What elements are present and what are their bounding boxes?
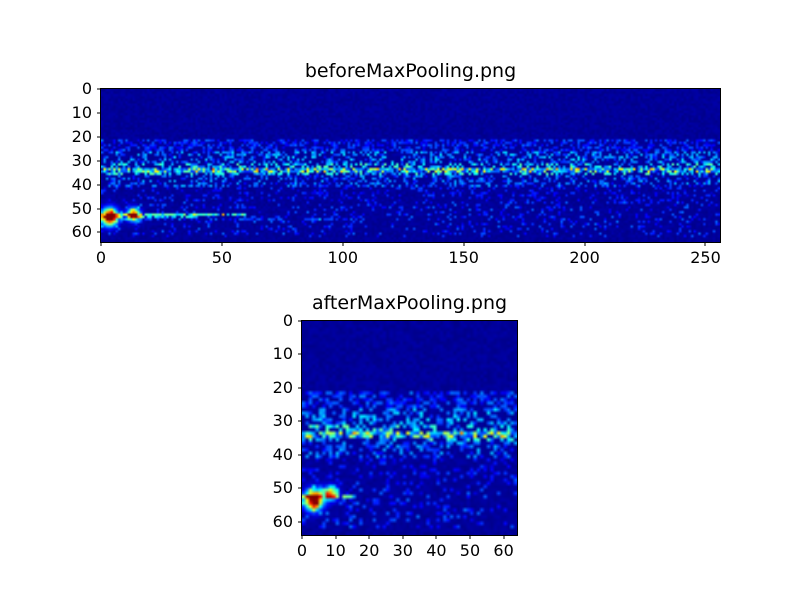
x-tick-label: 250	[690, 248, 721, 267]
plot-before-max-pooling: beforeMaxPooling.png 0 50 100 150 200 250 0 10 2…	[72, 60, 721, 266]
x-tick-label: 30	[392, 541, 413, 560]
x-tick-label: 0	[296, 541, 308, 560]
x-tick-label: 60	[493, 541, 514, 560]
x-tick-label: 10	[325, 541, 346, 560]
y-tick-label: 50	[272, 478, 293, 498]
heatmap-image-before-max-pooling	[101, 89, 720, 242]
y-tick-label: 40	[272, 444, 293, 464]
x-tick-label: 100	[327, 248, 359, 267]
y-tick-mark	[298, 353, 302, 355]
heatmap-image-after-max-pooling	[302, 321, 517, 535]
x-tick-mark	[503, 535, 505, 539]
y-tick-mark	[298, 420, 302, 422]
x-tick-mark	[463, 242, 465, 246]
y-tick-mark	[97, 184, 101, 186]
plot-after-max-pooling: afterMaxPooling.png 0 10 20 30 40 50 60 0 10 20 30…	[273, 292, 518, 559]
y-tick-label: 0	[282, 311, 293, 330]
x-tick-mark	[584, 242, 586, 246]
x-tick-label: 200	[569, 248, 600, 267]
y-tick-label: 40	[71, 174, 92, 194]
plot-title-before-max-pooling: beforeMaxPooling.png	[304, 60, 517, 82]
x-tick-label: 0	[95, 248, 107, 267]
x-tick-label: 150	[448, 248, 479, 267]
y-tick-mark	[97, 136, 101, 138]
x-tick-mark	[100, 242, 102, 246]
y-tick-label: 10	[272, 344, 293, 364]
x-tick-mark	[342, 242, 344, 246]
x-tick-mark	[402, 535, 404, 539]
y-tick-mark	[97, 160, 101, 162]
y-tick-mark	[97, 231, 101, 233]
y-tick-mark	[97, 88, 101, 90]
y-tick-mark	[298, 387, 302, 389]
y-tick-label: 20	[272, 377, 293, 397]
x-tick-label: 50	[459, 541, 481, 560]
y-tick-label: 60	[71, 222, 92, 242]
y-tick-label: 10	[71, 102, 92, 122]
y-tick-mark	[97, 208, 101, 210]
y-tick-mark	[97, 112, 101, 114]
y-tick-mark	[298, 487, 302, 489]
plot-title-after-max-pooling: afterMaxPooling.png	[311, 292, 508, 314]
x-tick-mark	[435, 535, 437, 539]
y-tick-label: 0	[81, 79, 92, 98]
y-tick-label: 30	[272, 411, 293, 431]
x-tick-mark	[221, 242, 223, 246]
x-tick-label: 20	[359, 541, 380, 560]
x-tick-label: 40	[426, 541, 447, 560]
x-tick-mark	[301, 535, 303, 539]
y-tick-label: 30	[71, 150, 92, 170]
x-tick-mark	[469, 535, 471, 539]
y-tick-label: 50	[71, 198, 92, 218]
y-tick-mark	[298, 320, 302, 322]
y-tick-label: 60	[272, 511, 293, 531]
y-tick-mark	[298, 521, 302, 523]
y-tick-label: 20	[71, 126, 92, 146]
x-tick-mark	[368, 535, 370, 539]
x-tick-label: 50	[211, 248, 233, 267]
y-tick-mark	[298, 454, 302, 456]
x-tick-mark	[335, 535, 337, 539]
x-tick-mark	[704, 242, 706, 246]
